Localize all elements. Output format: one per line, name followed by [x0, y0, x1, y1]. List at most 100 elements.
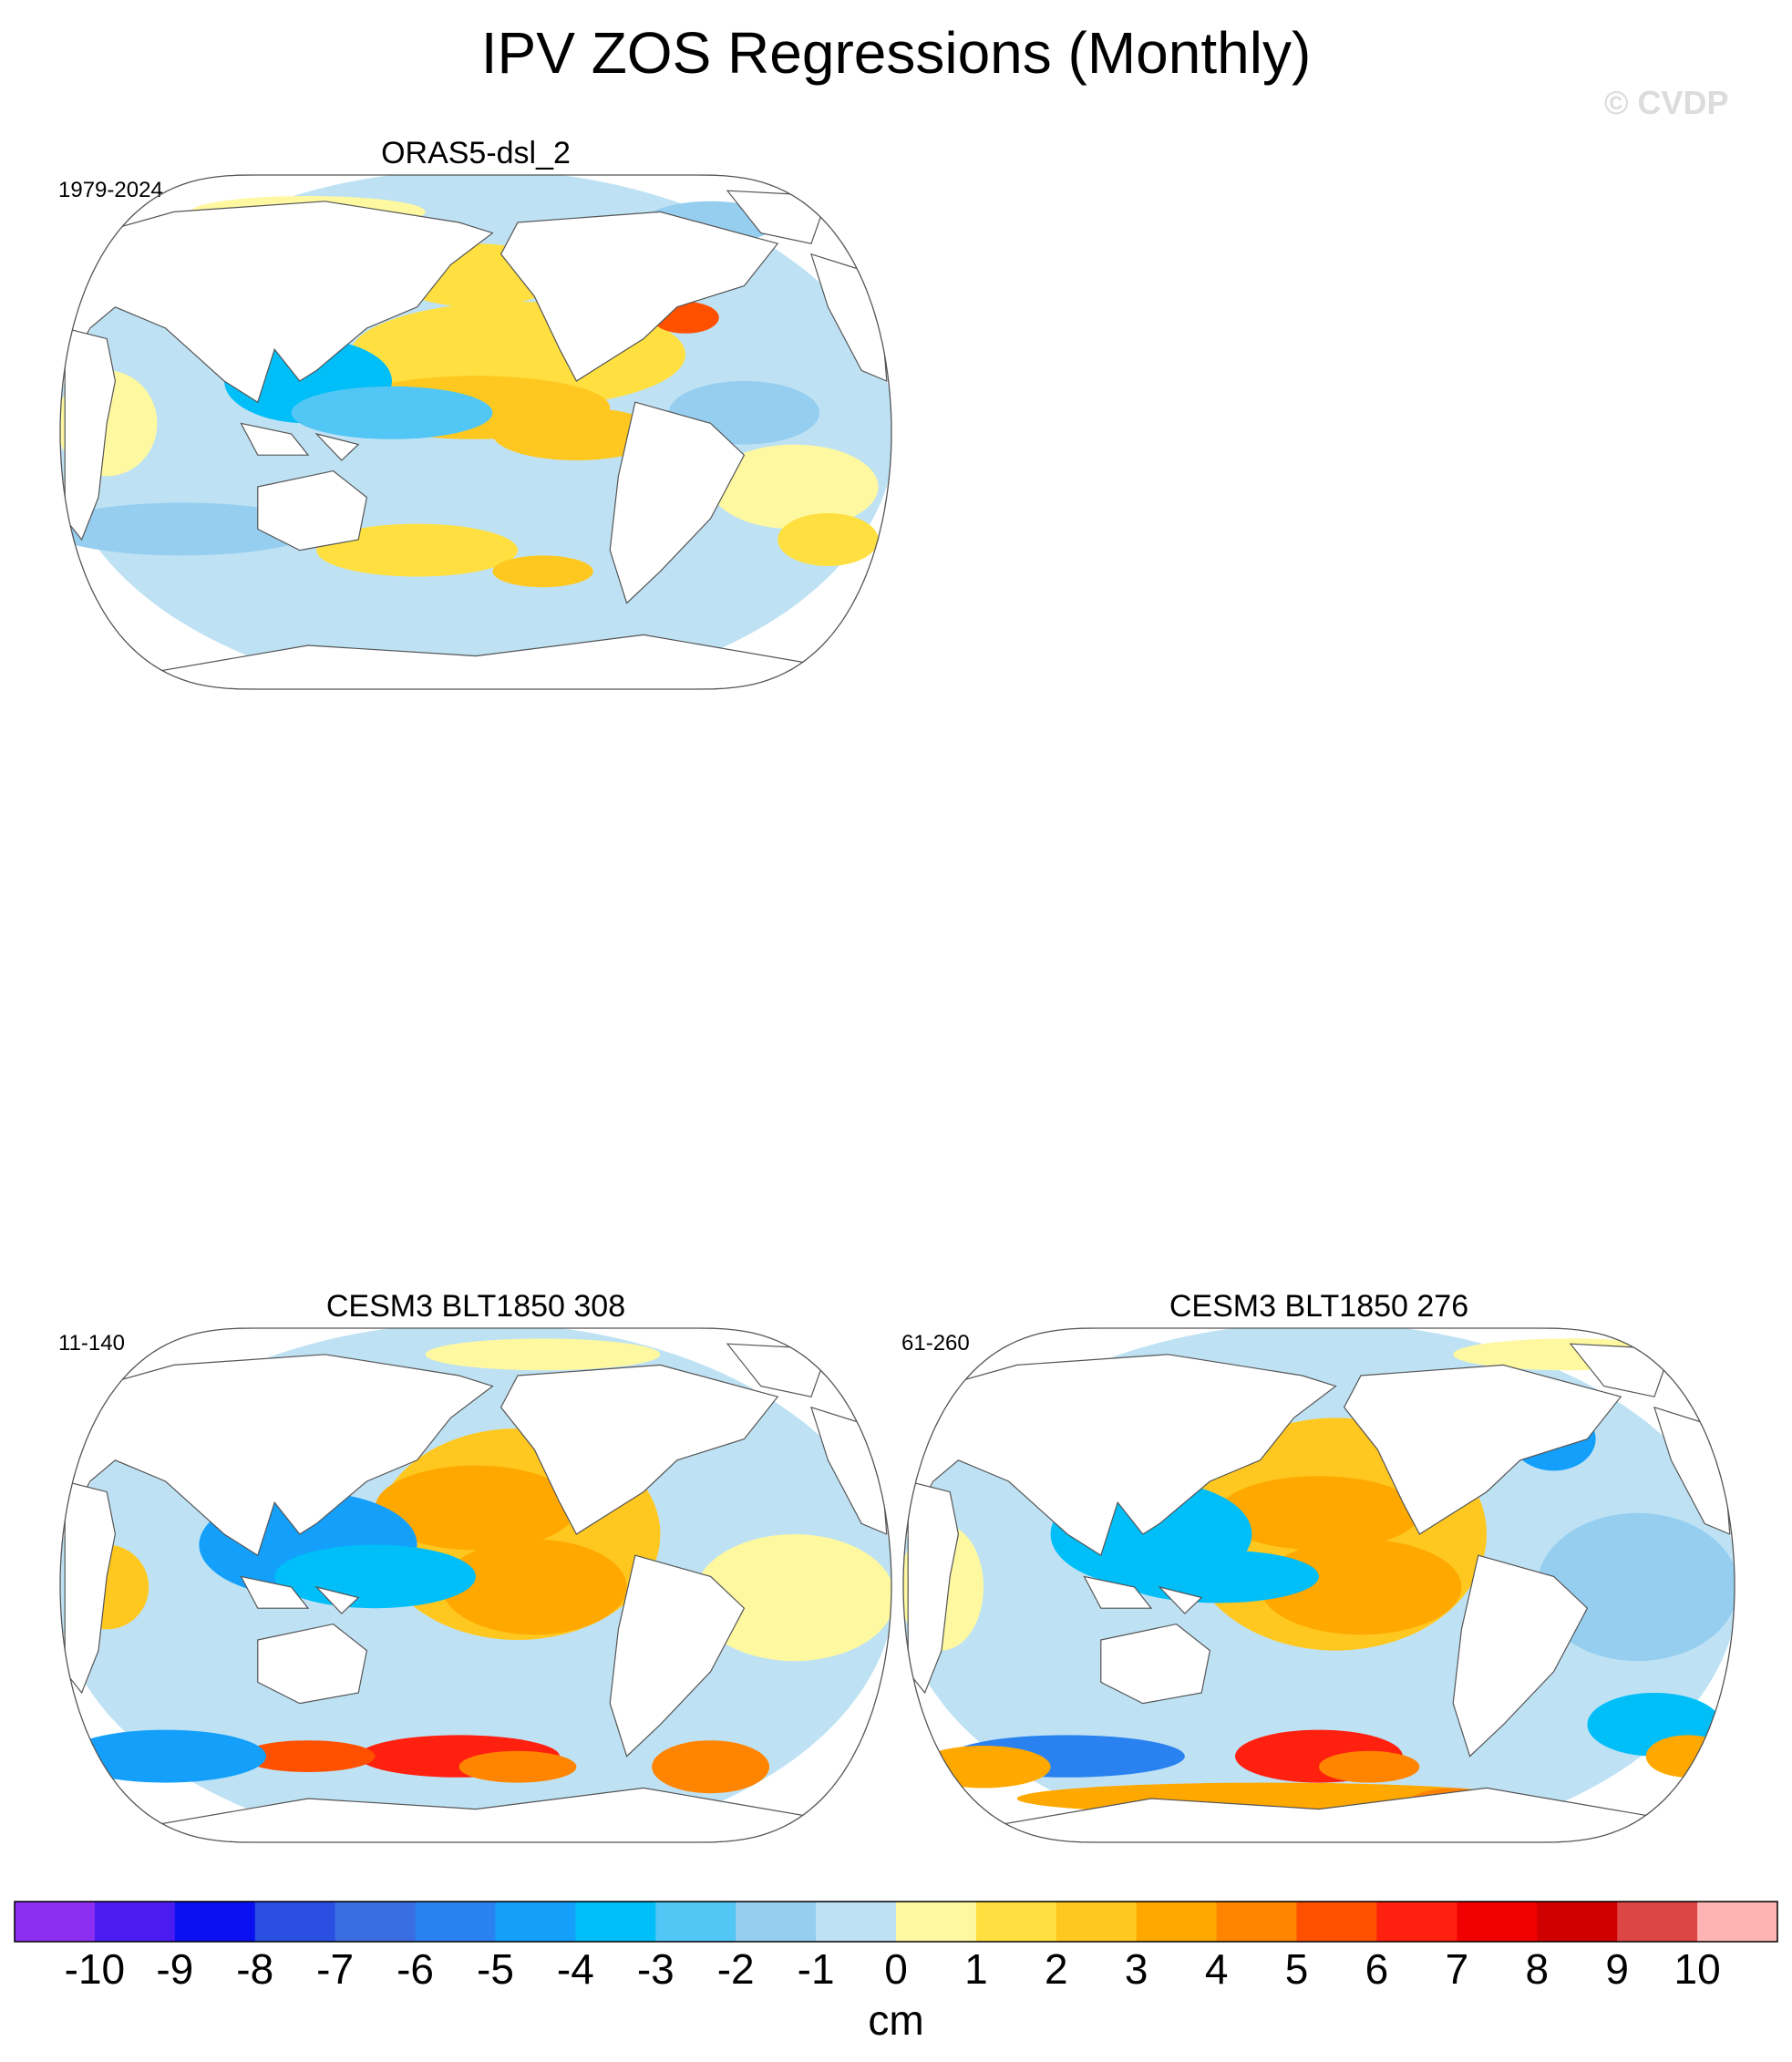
colorbar-cell: [15, 1902, 96, 1942]
colorbar-tick-label: 10: [1674, 1945, 1721, 1993]
colorbar-cell: [816, 1902, 897, 1942]
anomaly-contour: [1537, 1512, 1735, 1662]
colorbar-tick-label: 3: [1125, 1945, 1148, 1993]
land-mass: [1083, 1575, 1153, 1609]
colorbar-tick-label: -1: [798, 1945, 835, 1993]
colorbar-cell: [1296, 1902, 1377, 1942]
land-mass: [609, 1554, 746, 1758]
colorbar-cell: [1376, 1902, 1457, 1942]
anomaly-contour: [375, 1465, 577, 1551]
figure-title: IPV ZOS Regressions (Monthly): [480, 20, 1312, 86]
colorbar-tick-label: -8: [236, 1945, 273, 1993]
land-mass: [314, 432, 360, 461]
anomaly-contour: [65, 1729, 266, 1783]
anomaly-contour: [291, 386, 493, 439]
colorbar-cell: [975, 1902, 1057, 1942]
colorbar-tick-label: 1: [964, 1945, 988, 1993]
colorbar-cell: [896, 1902, 977, 1942]
colorbar-tick-label: 0: [884, 1945, 908, 1993]
colorbar-tick-label: 2: [1045, 1945, 1068, 1993]
ocean-field: [60, 1328, 891, 1842]
land-mass: [499, 211, 779, 382]
colorbar-tick-label: -10: [65, 1945, 125, 1993]
anomaly-contour: [1218, 1476, 1420, 1551]
colorbar-tick-label: -7: [316, 1945, 354, 1993]
colorbar-cell: [736, 1902, 817, 1942]
colorbar-tick-label: 9: [1605, 1945, 1629, 1993]
land-mass: [499, 1364, 779, 1535]
colorbar-cell: [174, 1902, 256, 1942]
land-mass: [257, 469, 368, 552]
colorbar-tick-label: -3: [637, 1945, 675, 1993]
colorbar-tick-label: -5: [477, 1945, 514, 1993]
land-mass: [609, 401, 746, 604]
anomaly-contour: [916, 1746, 1051, 1789]
colorbar-tick-label: 8: [1525, 1945, 1549, 1993]
colorbar-tick-label: 5: [1285, 1945, 1309, 1993]
panel-period: 1979-2024: [58, 178, 163, 202]
anomaly-contour: [458, 1750, 577, 1783]
colorbar-cell: [1136, 1902, 1218, 1942]
panel-cesm3-308: CESM3 BLT1850 308 11-140: [57, 1286, 895, 2006]
anomaly-contour: [425, 1338, 661, 1371]
robinson-map: [902, 1327, 1735, 1843]
colorbar-cell: [1697, 1902, 1778, 1942]
land-mass: [1158, 1585, 1203, 1614]
anomaly-contour: [1319, 1750, 1420, 1783]
land-mass: [97, 1787, 855, 1842]
colorbar-units: cm: [868, 1996, 923, 2044]
panel-cesm3-276: CESM3 BLT1850 276 61-260: [900, 1286, 1738, 2006]
colorbar-cell: [1457, 1902, 1538, 1942]
robinson-map: [59, 1327, 892, 1843]
land-mass: [1452, 1554, 1589, 1758]
colorbar-tick-label: -6: [397, 1945, 434, 1993]
colorbar-tick-label: -9: [156, 1945, 193, 1993]
colorbar-cell: [1056, 1902, 1138, 1942]
ocean-field: [60, 175, 891, 689]
panel-oras5: ORAS5-dsl_2 1979-2024: [57, 133, 895, 853]
watermark: © CVDP: [1604, 84, 1729, 121]
land-mass: [240, 422, 310, 456]
panel-title: CESM3 BLT1850 276: [1169, 1289, 1469, 1324]
colorbar-cell: [254, 1902, 336, 1942]
anomaly-contour: [241, 1740, 376, 1772]
colorbar-cell: [415, 1902, 496, 1942]
anomaly-contour: [1117, 1550, 1319, 1603]
colorbar-cell: [335, 1902, 417, 1942]
anomaly-contour: [694, 1534, 891, 1662]
panel-period: 61-260: [901, 1331, 970, 1356]
anomaly-contour: [710, 444, 879, 530]
land-mass: [240, 1575, 310, 1609]
colorbar-cell: [1537, 1902, 1618, 1942]
robinson-map: [59, 174, 892, 690]
land-mass: [1100, 1623, 1211, 1705]
colorbar-cell: [495, 1902, 576, 1942]
land-mass: [1343, 1364, 1622, 1535]
anomaly-contour: [316, 523, 518, 577]
land-mass: [940, 1787, 1698, 1842]
anomaly-contour: [60, 502, 317, 556]
colorbar-cell: [1617, 1902, 1698, 1942]
panel-title: ORAS5-dsl_2: [381, 136, 571, 170]
panel-title: CESM3 BLT1850 308: [325, 1289, 626, 1324]
map-border: [902, 1327, 1735, 1843]
colorbar-tick-label: 7: [1446, 1945, 1469, 1993]
panel-period: 11-140: [58, 1331, 125, 1356]
ocean-field: [903, 1328, 1735, 1842]
colorbar-tick-label: 6: [1365, 1945, 1389, 1993]
colorbar-frame: [14, 1901, 1778, 1943]
anomaly-contour: [274, 1544, 476, 1609]
land-mass: [314, 1585, 360, 1614]
anomaly-contour: [442, 1539, 627, 1635]
anomaly-contour: [1260, 1539, 1462, 1635]
colorbar-cell: [1216, 1902, 1298, 1942]
colorbar-cell: [575, 1902, 656, 1942]
land-mass: [97, 634, 855, 689]
anomaly-contour: [652, 1740, 769, 1794]
colorbar-tick-label: -2: [717, 1945, 755, 1993]
colorbar-tick-label: 4: [1205, 1945, 1229, 1993]
colorbar-cell: [94, 1902, 176, 1942]
map-border: [59, 1327, 892, 1843]
anomaly-contour: [492, 555, 593, 588]
